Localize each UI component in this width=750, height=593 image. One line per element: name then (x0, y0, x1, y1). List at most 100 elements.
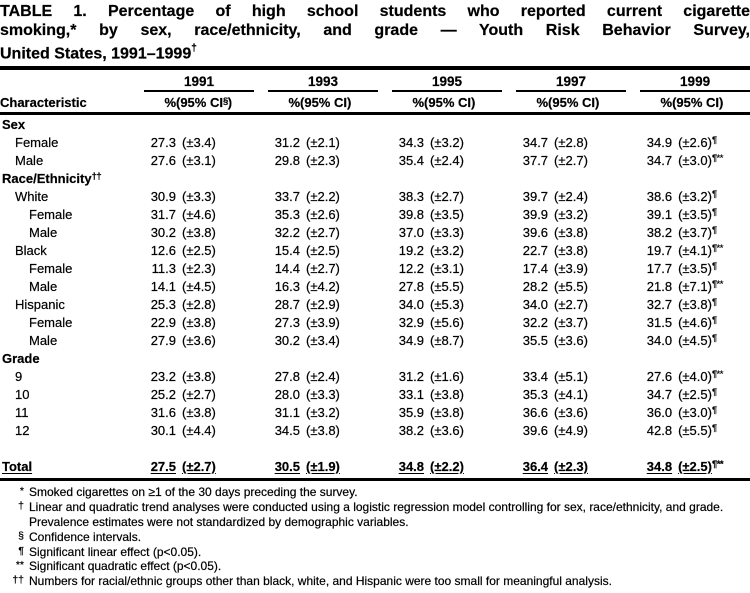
ci-text: (±5.1) (554, 368, 588, 384)
percent-value-1991: 14.1 (130, 277, 177, 295)
ci-text: (±2.3) (554, 458, 588, 474)
percent-value-1999: 19.7 (626, 241, 673, 259)
ci-value-1995: (±8.7) (424, 331, 502, 349)
ci-text: (±4.1) (678, 242, 712, 258)
title-line-3: United States, 1991–1999† (0, 40, 750, 63)
row-female: Female 11.3 (±2.3) 14.4 (±2.7) 12.2 (±3.1) 17.4… (0, 259, 750, 277)
ci-text: (±3.1) (182, 152, 216, 168)
percent-text: 25.2 (150, 386, 177, 402)
percent-value-1997: 39.6 (502, 421, 549, 439)
percent-text: 27.8 (398, 278, 425, 294)
row-male: Male 27.6 (±3.1) 29.8 (±2.3) 35.4 (±2.4) 37.7 (±… (0, 151, 750, 169)
footnote-item: ** Significant quadratic effect (p<0.05). (0, 559, 750, 574)
percent-text: 33.4 (522, 368, 549, 384)
ci-value-1995: (±2.4) (424, 151, 502, 169)
ci-value-1995: (±2.2) (424, 455, 502, 480)
ci-value-1999: (±4.5)¶ (672, 331, 750, 349)
row-label-text: 12 (15, 422, 30, 438)
ci-value-1997: (±3.9) (548, 259, 626, 277)
percent-value-1991: 30.2 (130, 223, 177, 241)
ci-value-1995: (±3.1) (424, 259, 502, 277)
percent-value-1999: 38.2 (626, 223, 673, 241)
percent-text: 27.3 (150, 134, 177, 150)
footnote-marker: †† (91, 170, 102, 182)
ci-value-1993: (±2.2) (300, 187, 378, 205)
row-female: Female 22.9 (±3.8) 27.3 (±3.9) 32.9 (±5.6) 32.2… (0, 313, 750, 331)
percent-text: 22.9 (150, 314, 177, 330)
ci-text: (±4.1) (554, 386, 588, 402)
ci-value-1995: (±3.2) (424, 241, 502, 259)
percent-text: 30.5 (274, 458, 301, 474)
percent-text: 31.2 (274, 134, 301, 150)
ci-value-1999: (±3.2)¶ (672, 187, 750, 205)
percent-value-1995: 38.3 (378, 187, 425, 205)
percent-value-1999: 36.0 (626, 403, 673, 421)
row-label-text: Male (29, 224, 58, 240)
percent-text: 38.3 (398, 188, 425, 204)
percent-value-1995: 12.2 (378, 259, 425, 277)
ci-text: (±5.5) (430, 278, 464, 294)
percent-value-1991: 27.9 (130, 331, 177, 349)
footnote-item: § Confidence intervals. (0, 530, 750, 545)
row-female: Female 31.7 (±4.6) 35.3 (±2.6) 39.8 (±3.5) 39.9… (0, 205, 750, 223)
ci-value-1993: (±1.9) (300, 455, 378, 480)
row-hispanic: Hispanic 25.3 (±2.8) 28.7 (±2.9) 34.0 (±5.3) 34… (0, 295, 750, 313)
percent-value-1991: 27.3 (130, 133, 177, 151)
row-9: 9 23.2 (±3.8) 27.8 (±2.4) 31.2 (±1.6) 33.4 (±5.1… (0, 367, 750, 385)
ci-text: (±3.2) (678, 188, 712, 204)
ci-value-1993: (±2.9) (300, 295, 378, 313)
percent-value-1997: 32.2 (502, 313, 549, 331)
percent-text: 33.1 (398, 386, 425, 402)
percent-value-1995: 31.2 (378, 367, 425, 385)
percent-value-1997: 35.3 (502, 385, 549, 403)
footnote-marker: ¶** (711, 152, 724, 164)
ci-text: (±2.3) (182, 260, 216, 276)
ci-value-1995: (±1.6) (424, 367, 502, 385)
ci-text: (±2.2) (306, 188, 340, 204)
ci-value-1993: (±2.7) (300, 259, 378, 277)
footnotes: * Smoked cigarettes on ≥1 of the 30 days … (0, 485, 750, 589)
ci-value-1995: (±3.8) (424, 403, 502, 421)
footnote-text: Numbers for racial/ethnic groups other t… (29, 574, 612, 589)
footnote-marker: ¶ (711, 314, 717, 326)
footnote-marker: ¶** (711, 368, 724, 380)
row-label: Hispanic (0, 295, 130, 313)
percent-value-1995: 35.9 (378, 403, 425, 421)
ci-text: (±2.7) (554, 296, 588, 312)
ci-value-1999: (±7.1)¶** (672, 277, 750, 295)
percent-text: 17.7 (646, 260, 673, 276)
percent-text: 35.3 (522, 386, 549, 402)
footnote-text: Significant quadratic effect (p<0.05). (29, 559, 222, 574)
percent-value-1991: 12.6 (130, 241, 177, 259)
ci-value-1993: (±2.4) (300, 367, 378, 385)
smoking-prevalence-table: 1991 1993 1995 1997 1999 Characteristic % (95… (0, 70, 750, 481)
row-label-text: Male (15, 152, 44, 168)
row-12: 12 30.1 (±4.4) 34.5 (±3.8) 38.2 (±3.6) 39.6 (±4.… (0, 421, 750, 439)
ci-value-1993: (±4.2) (300, 277, 378, 295)
row-label-text: Female (29, 314, 73, 330)
ci-value-1991: (±2.7) (176, 385, 254, 403)
percent-text: 35.4 (398, 152, 425, 168)
ci-text: (±2.8) (182, 296, 216, 312)
percent-text: 34.0 (398, 296, 425, 312)
ci-text: (±4.9) (554, 422, 588, 438)
ci-value-1991: (±3.4) (176, 133, 254, 151)
ci-text: (±2.4) (306, 368, 340, 384)
ci-value-1993: (±3.3) (300, 385, 378, 403)
row-label: Female (0, 259, 130, 277)
percent-text: 38.6 (646, 188, 673, 204)
percent-header-1993: % (288, 95, 301, 111)
footnote-marker: ¶ (711, 206, 717, 218)
footnote-item: † Linear and quadratic trend analyses wer… (0, 500, 750, 530)
percent-text: 27.6 (646, 368, 673, 384)
footnote-item: †† Numbers for racial/ethnic groups other… (0, 574, 750, 589)
ci-text: (±2.7) (554, 152, 588, 168)
ci-text: (±2.9) (306, 296, 340, 312)
ci-text: (±3.5) (678, 206, 712, 222)
ci-value-1991: (±3.3) (176, 187, 254, 205)
percent-text: 30.2 (150, 224, 177, 240)
percent-text: 22.7 (522, 242, 549, 258)
percent-text: 32.2 (522, 314, 549, 330)
ci-text: (±2.7) (306, 260, 340, 276)
